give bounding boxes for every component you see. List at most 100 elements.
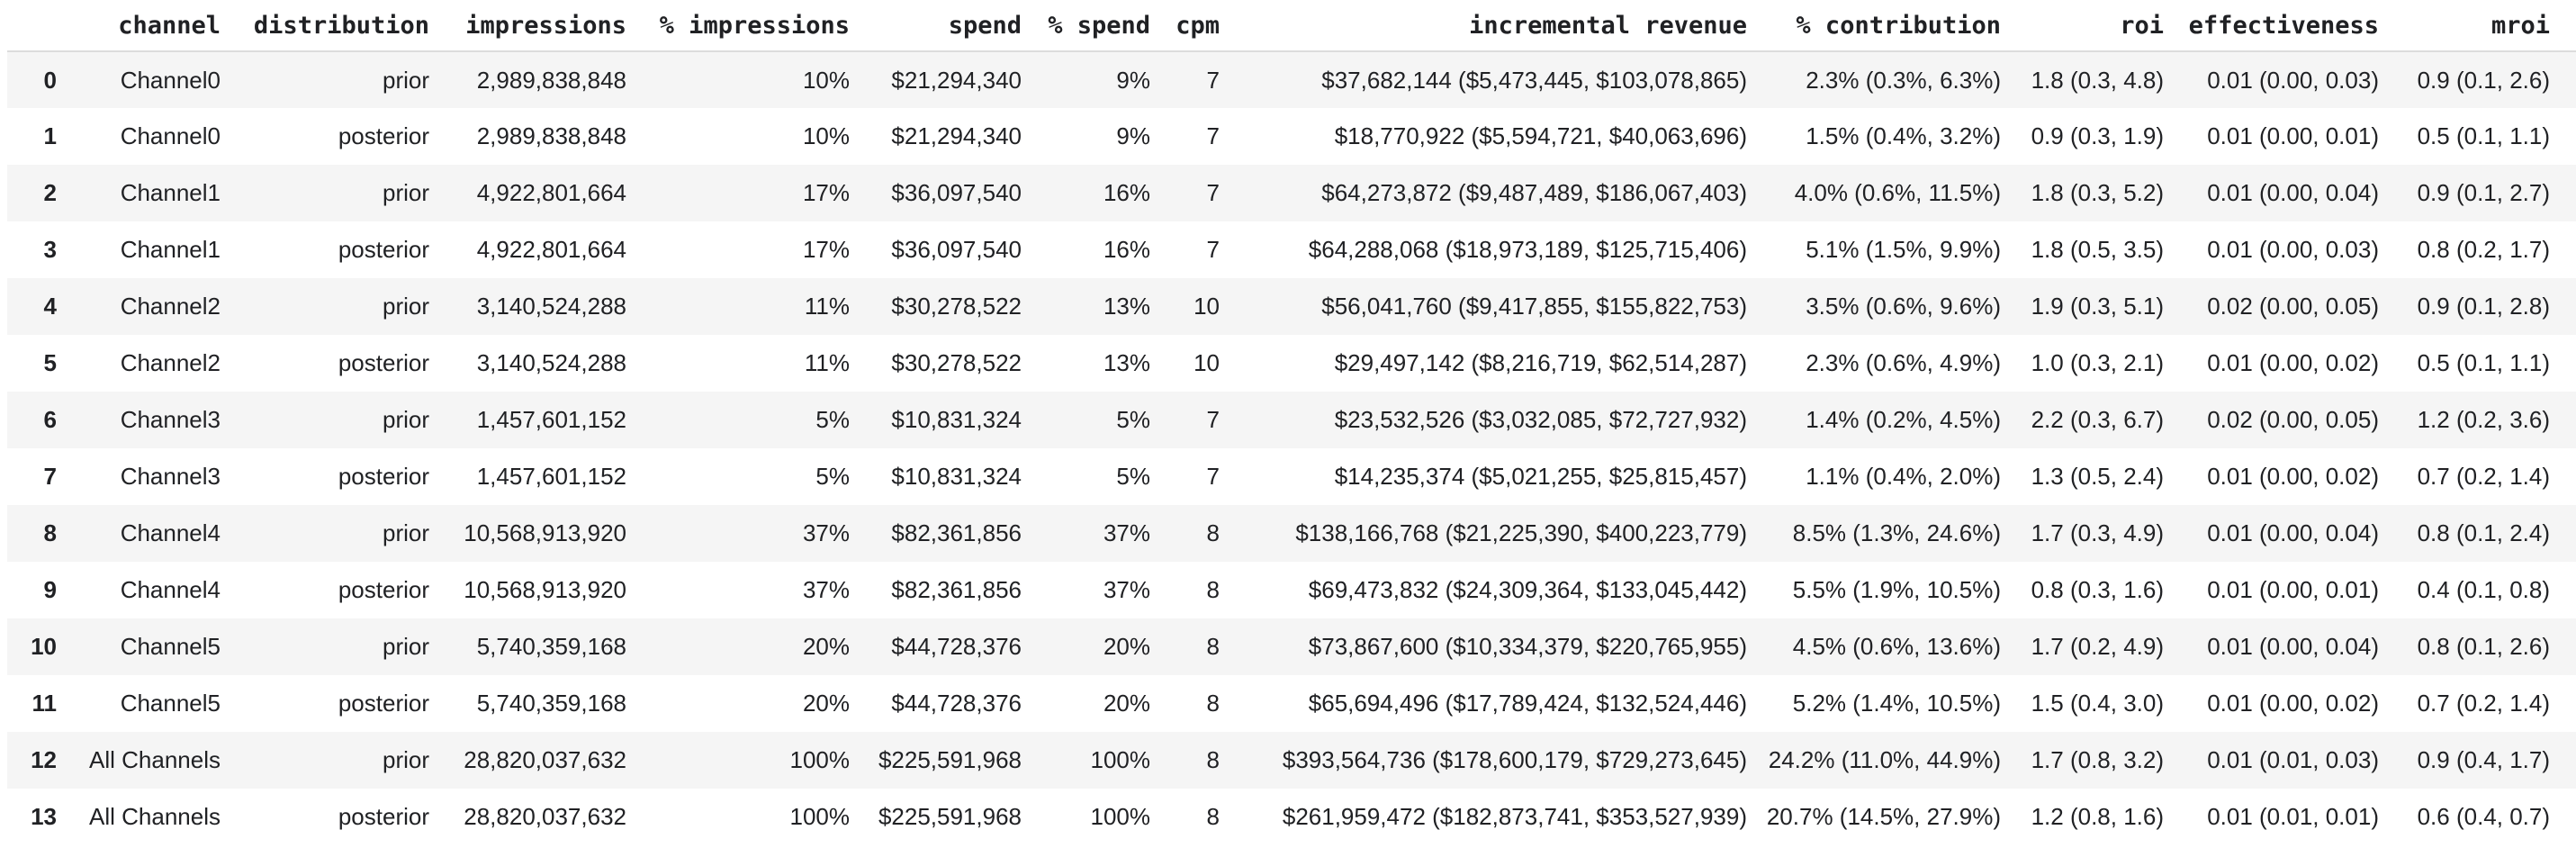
cell-incremental-revenue: $23,532,526 ($3,032,085, $72,727,932) <box>1334 406 1747 433</box>
column-header-cpm: cpm <box>1150 0 1220 52</box>
row-spacer <box>2550 562 2576 618</box>
row-index: 11 <box>32 690 58 717</box>
cell-pct-spend: 13% <box>1103 293 1150 320</box>
cell-roi: 1.5 (0.4, 3.0) <box>2031 690 2164 717</box>
column-header-distribution: distribution <box>221 0 429 52</box>
cell-spend: $225,591,968 <box>878 803 1022 830</box>
cell-mroi: 0.7 (0.2, 1.4) <box>2417 690 2550 717</box>
cell-roi: 1.2 (0.8, 1.6) <box>2031 803 2164 830</box>
cell-channel: Channel1 <box>120 236 221 263</box>
cell-incremental-revenue: $29,497,142 ($8,216,719, $62,514,287) <box>1334 349 1747 376</box>
row-spacer <box>2550 165 2576 221</box>
column-header-spacer <box>2550 0 2576 52</box>
cell-pct-contribution: 24.2% (11.0%, 44.9%) <box>1768 746 2001 773</box>
cell-channel: Channel5 <box>120 633 221 660</box>
cell-cpm: 7 <box>1206 122 1220 149</box>
table-row: 4 Channel2 prior 3,140,524,288 11% $30,278,52… <box>7 278 2576 335</box>
cell-impressions: 4,922,801,664 <box>476 236 626 263</box>
cell-cpm: 10 <box>1193 349 1220 376</box>
cell-channel: Channel1 <box>120 179 221 206</box>
cell-roi: 1.3 (0.5, 2.4) <box>2031 463 2164 490</box>
cell-pct-impressions: 20% <box>802 690 850 717</box>
header-row: channel distribution impressions % impre… <box>7 0 2576 52</box>
cell-pct-impressions: 5% <box>815 463 850 490</box>
row-spacer <box>2550 448 2576 505</box>
cell-pct-spend: 100% <box>1090 746 1151 773</box>
cell-spend: $36,097,540 <box>891 236 1022 263</box>
cell-pct-spend: 13% <box>1103 349 1150 376</box>
column-header-pct-contribution: % contribution <box>1747 0 2001 52</box>
cell-effectiveness: 0.01 (0.00, 0.02) <box>2207 349 2379 376</box>
cell-incremental-revenue: $37,682,144 ($5,473,445, $103,078,865) <box>1321 66 1747 94</box>
cell-distribution: prior <box>382 293 429 320</box>
column-header-index <box>7 0 57 52</box>
row-index: 2 <box>43 179 57 206</box>
cell-mroi: 1.2 (0.2, 3.6) <box>2417 406 2550 433</box>
row-index: 12 <box>31 746 57 773</box>
cell-pct-impressions: 37% <box>802 576 850 603</box>
table-row: 2 Channel1 prior 4,922,801,664 17% $36,097,54… <box>7 165 2576 221</box>
row-index: 6 <box>43 406 57 433</box>
cell-distribution: prior <box>382 633 429 660</box>
cell-roi: 1.9 (0.3, 5.1) <box>2031 293 2164 320</box>
table-row: 10 Channel5 prior 5,740,359,168 20% $44,728,3… <box>7 618 2576 675</box>
cell-distribution: posterior <box>338 122 429 149</box>
cell-distribution: posterior <box>338 236 429 263</box>
cell-impressions: 2,989,838,848 <box>476 122 626 149</box>
cell-effectiveness: 0.02 (0.00, 0.05) <box>2207 293 2379 320</box>
cell-impressions: 5,740,359,168 <box>476 633 626 660</box>
cell-impressions: 10,568,913,920 <box>464 576 626 603</box>
column-header-impressions: impressions <box>429 0 626 52</box>
cell-mroi: 0.7 (0.2, 1.4) <box>2417 463 2550 490</box>
row-index: 10 <box>31 633 57 660</box>
cell-channel: Channel0 <box>120 122 221 149</box>
cell-pct-contribution: 20.7% (14.5%, 27.9%) <box>1766 803 2001 830</box>
cell-roi: 0.9 (0.3, 1.9) <box>2031 122 2164 149</box>
cell-roi: 1.8 (0.3, 4.8) <box>2031 66 2164 94</box>
dataframe-table: channel distribution impressions % impre… <box>7 0 2576 845</box>
cell-pct-contribution: 2.3% (0.6%, 4.9%) <box>1806 349 2001 376</box>
cell-incremental-revenue: $73,867,600 ($10,334,379, $220,765,955) <box>1308 633 1747 660</box>
cell-mroi: 0.8 (0.1, 2.4) <box>2417 519 2550 546</box>
cell-effectiveness: 0.01 (0.01, 0.01) <box>2207 803 2379 830</box>
cell-roi: 1.0 (0.3, 2.1) <box>2031 349 2164 376</box>
cell-pct-spend: 16% <box>1103 179 1150 206</box>
cell-effectiveness: 0.01 (0.00, 0.04) <box>2207 519 2379 546</box>
cell-incremental-revenue: $14,235,374 ($5,021,255, $25,815,457) <box>1334 463 1747 490</box>
column-header-roi: roi <box>2001 0 2164 52</box>
table-row: 1 Channel0 posterior 2,989,838,848 10% $21,29… <box>7 108 2576 165</box>
row-spacer <box>2550 51 2576 108</box>
column-header-pct-spend: % spend <box>1022 0 1150 52</box>
cell-pct-spend: 16% <box>1103 236 1150 263</box>
cell-cpm: 8 <box>1206 576 1220 603</box>
cell-distribution: prior <box>382 519 429 546</box>
cell-pct-impressions: 10% <box>802 66 850 94</box>
cell-channel: Channel2 <box>120 349 221 376</box>
row-spacer <box>2550 392 2576 448</box>
table-row: 6 Channel3 prior 1,457,601,152 5% $10,831,324… <box>7 392 2576 448</box>
cell-incremental-revenue: $64,273,872 ($9,487,489, $186,067,403) <box>1321 179 1747 206</box>
table-row: 9 Channel4 posterior 10,568,913,920 37% $82,3… <box>7 562 2576 618</box>
cell-roi: 1.7 (0.8, 3.2) <box>2031 746 2164 773</box>
table-row: 0 Channel0 prior 2,989,838,848 10% $21,294,34… <box>7 51 2576 108</box>
cell-impressions: 28,820,037,632 <box>464 746 626 773</box>
cell-spend: $10,831,324 <box>891 463 1022 490</box>
cell-impressions: 4,922,801,664 <box>476 179 626 206</box>
table-row: 3 Channel1 posterior 4,922,801,664 17% $36,09… <box>7 221 2576 278</box>
cell-distribution: prior <box>382 746 429 773</box>
column-header-channel: channel <box>57 0 221 52</box>
cell-spend: $82,361,856 <box>891 519 1022 546</box>
cell-spend: $225,591,968 <box>878 746 1022 773</box>
column-header-pct-impressions: % impressions <box>626 0 850 52</box>
cell-mroi: 0.5 (0.1, 1.1) <box>2417 122 2550 149</box>
row-spacer <box>2550 789 2576 845</box>
cell-effectiveness: 0.01 (0.00, 0.01) <box>2207 122 2379 149</box>
row-spacer <box>2550 108 2576 165</box>
cell-distribution: prior <box>382 406 429 433</box>
cell-mroi: 0.9 (0.1, 2.6) <box>2417 66 2550 94</box>
cell-channel: Channel0 <box>120 66 221 94</box>
cell-pct-spend: 20% <box>1103 690 1150 717</box>
cell-spend: $30,278,522 <box>891 349 1022 376</box>
cell-pct-spend: 5% <box>1116 406 1150 433</box>
